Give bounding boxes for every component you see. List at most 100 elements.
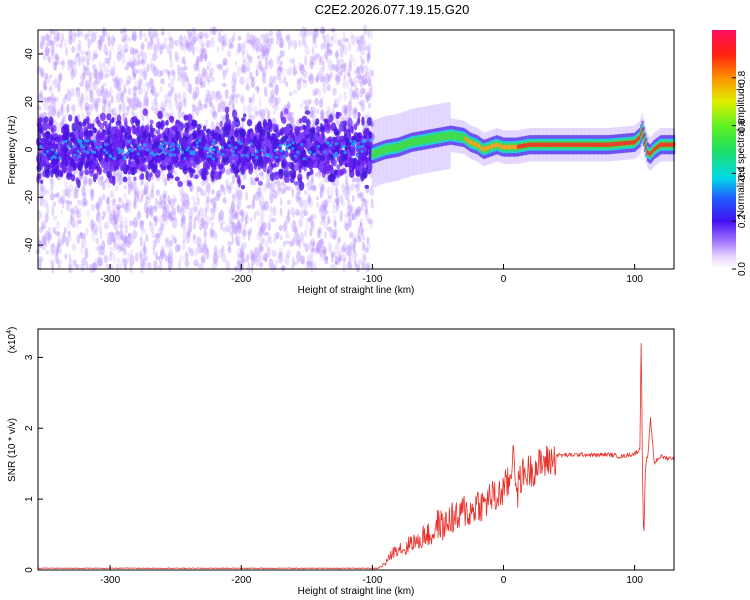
spectrogram-cell [75,209,80,214]
spectrogram-cell [136,152,140,156]
spectrogram-cell [105,32,111,41]
spectrogram-cell [87,111,92,117]
spectrogram-cell [342,144,346,148]
spectrogram-cell [91,63,97,71]
spectrogram-cell [264,231,270,236]
spectrogram-cell [276,182,281,191]
spectrogram-cell [278,147,282,157]
spectrogram-cell [117,207,121,217]
spectrogram-cell [343,90,347,102]
spectrogram-cell [290,168,296,178]
spectrogram-cell [364,198,369,204]
spectrogram-cell [289,116,294,125]
spectrogram-cell [446,132,449,140]
spectrogram-cell [210,228,215,237]
spectrogram-cell [288,152,294,158]
spectrogram-cell [392,144,395,152]
spectrogram-cell [260,108,266,117]
spectrogram-cell [140,42,145,50]
spectrogram-cell [162,194,168,205]
spectrogram-cell [320,115,325,121]
spectrogram-cell [337,250,343,262]
spectrogram-cell [169,115,175,123]
spectrogram-cell [236,217,240,228]
spectrogram-cell [54,136,61,143]
spectrogram-cell [52,201,57,208]
spectrogram-cell [168,240,174,248]
spectrogram-cell [96,97,102,103]
spectrogram-cell [192,234,197,240]
spectrogram-cell [50,242,56,255]
spectrogram-cell [198,138,202,142]
spectrogram-cell [321,28,325,34]
spectrogram-cell [73,204,79,216]
spectrogram-cell [99,122,105,130]
spectrogram-cell [298,197,302,206]
spectrogram-cell [323,221,329,230]
spectrogram-cell [196,197,200,206]
spectrogram-cell [133,73,136,81]
spectrogram-cell [225,66,230,74]
spectrogram-cell [295,250,302,263]
spectrogram-cell [88,78,93,89]
spectrogram-cell [410,138,413,147]
spectrogram-cell [339,169,345,176]
spectrogram-cell [344,178,348,185]
spectrogram-cell [56,61,59,66]
spectrogram-cell [245,213,249,225]
spectrogram-cell [311,247,315,252]
spectrogram-cell [135,158,141,166]
spectrogram-cell [316,108,319,115]
spectrogram-cell [347,217,352,228]
spectrogram-cell [194,76,199,85]
spectrogram-cell [39,91,43,98]
spectrogram-cell [44,46,49,56]
spectrogram-cell [98,34,104,42]
spectrogram-cell [116,235,123,244]
spectrogram-cell [186,194,190,205]
spectrogram-cell [289,111,295,117]
spectrogram-cell [242,104,247,114]
spectrogram-cell [75,86,81,98]
spectrogram-cell [82,191,87,202]
spectrogram-cell [256,186,261,198]
spectrogram-cell [291,220,297,233]
spectrogram-cell [57,242,61,248]
spectrogram-cell [195,46,199,52]
spectrogram-cell [232,109,238,119]
spectrogram-cell [161,77,166,85]
spectrogram-cell [112,203,117,214]
spectrogram-cell [231,222,236,234]
spectrogram-cell [226,101,232,106]
spectrogram-cell [269,192,274,204]
spectrogram-cell [125,164,130,171]
spectrogram-cell [349,231,354,239]
spectrogram-cell [351,177,356,183]
spectrogram-cell [340,194,344,205]
spectrogram-cell [319,219,324,226]
spectrogram-cell [179,209,182,216]
spectrogram-cell [127,175,132,188]
spectrogram-cell [169,148,173,152]
spectrogram-cell [203,94,207,103]
spectrogram-cell [132,166,136,176]
spectrogram-cell [186,201,191,208]
spectrogram-cell [47,154,51,160]
spectrogram-cell [86,152,91,160]
spectrogram-cell [246,151,250,160]
spectrogram-cell [309,227,313,237]
spectrogram-cell [332,229,337,241]
spectrogram-cell [79,96,84,107]
spectrogram-cell [56,31,61,42]
spectrogram-cell [159,222,165,228]
spectrogram-cell [272,189,278,200]
spectrogram-cell [39,34,45,45]
spectrogram-cell [304,229,308,238]
spectrogram-cell [73,187,77,199]
spectrogram-cell [187,231,191,236]
spectrogram-cell [278,41,284,49]
spectrogram-cell [244,216,248,226]
spectrogram-cell [355,208,361,217]
spectrogram-cell [150,102,154,113]
spectrogram-cell [260,141,265,148]
